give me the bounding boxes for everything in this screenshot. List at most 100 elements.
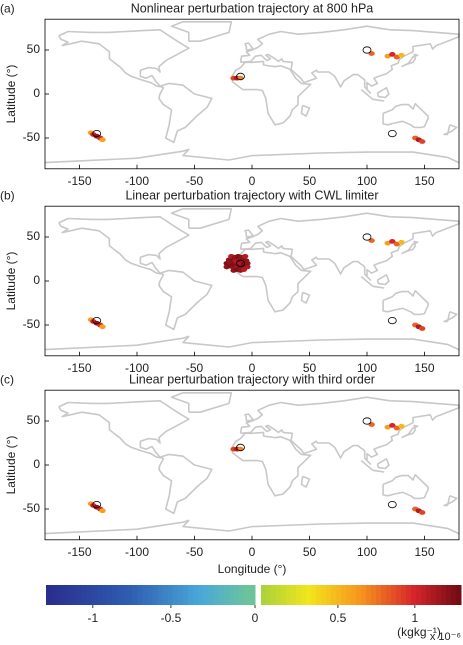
colorbar-swatch (208, 585, 214, 605)
panel-label: (c) (0, 372, 14, 386)
x-axis-label: Longitude (°) (218, 562, 287, 576)
colorbar-swatch (76, 585, 83, 605)
x-tick-label: 100 (357, 361, 377, 375)
colorbar-swatch (233, 585, 240, 605)
colorbar-swatch (336, 585, 342, 605)
y-axis-label: Latitude (°) (4, 252, 18, 311)
colorbar-swatch (456, 585, 462, 605)
y-tick-label: 0 (33, 457, 40, 471)
x-tick-label: 50 (303, 174, 317, 188)
release-point (387, 130, 397, 138)
colorbar-swatch (431, 585, 437, 605)
perturbation-cell (398, 239, 405, 245)
y-tick-label: -50 (23, 130, 41, 144)
colorbar-swatch (198, 585, 204, 605)
colorbar-swatch (356, 585, 362, 605)
colorbar-swatch (261, 585, 267, 605)
colorbar-swatch (301, 585, 307, 605)
colorbar-swatch (193, 585, 199, 605)
x-tick-label: 0 (249, 545, 256, 559)
x-tick-label: -50 (186, 361, 204, 375)
x-tick-label: -100 (125, 361, 149, 375)
y-tick-label: 50 (27, 413, 41, 427)
x-tick-label: -100 (125, 545, 149, 559)
colorbar-tick-label: 0.5 (330, 611, 347, 625)
x-tick-label: 0 (249, 174, 256, 188)
coastline (44, 21, 460, 164)
perturbation-cell (398, 423, 405, 429)
colorbar-swatch (436, 585, 442, 605)
x-tick-label: -50 (186, 174, 204, 188)
colorbar-swatch (351, 585, 357, 605)
colorbar-swatch (71, 585, 77, 605)
colorbar-swatch (376, 585, 382, 605)
colorbar-swatch (291, 585, 297, 605)
y-tick-label: 0 (33, 273, 40, 287)
colorbar-swatch (426, 585, 432, 605)
perturbation-cell (368, 238, 375, 243)
colorbar-swatch (106, 585, 113, 605)
colorbar-swatch (326, 585, 332, 605)
colorbar-swatch (311, 585, 317, 605)
colorbar-swatch (371, 585, 377, 605)
colorbar-swatch (203, 585, 209, 605)
y-tick-label: 0 (33, 86, 40, 100)
colorbar-swatch (271, 585, 277, 605)
colorbar-swatch (86, 585, 93, 605)
x-tick-label: 100 (357, 545, 377, 559)
colorbar-swatch (416, 585, 422, 605)
y-tick-label: 50 (27, 229, 41, 243)
colorbar-swatch (122, 585, 128, 605)
colorbar-swatch (152, 585, 159, 605)
colorbar-swatch (137, 585, 143, 605)
colorbar-tick-label: 0 (252, 611, 259, 625)
x-tick-label: -100 (125, 174, 149, 188)
panel-title: Linear perturbation trajectory with CWL … (125, 188, 378, 202)
colorbar-swatch (451, 585, 457, 605)
colorbar-swatch (406, 585, 412, 605)
colorbar-swatch (218, 585, 225, 605)
x-tick-label: -150 (67, 174, 91, 188)
colorbar-swatch (401, 585, 407, 605)
colorbar-swatch (346, 585, 352, 605)
x-tick-label: 50 (303, 361, 317, 375)
colorbar-swatch (167, 585, 174, 605)
y-tick-label: -50 (23, 317, 41, 331)
panel-label: (a) (0, 1, 15, 15)
colorbar-swatch (142, 585, 148, 605)
panel-label: (b) (0, 188, 15, 202)
colorbar-swatch (162, 585, 169, 605)
colorbar-swatch (228, 585, 235, 605)
colorbar-swatch (446, 585, 452, 605)
perturbation-cell (419, 139, 426, 144)
colorbar-swatch (177, 585, 184, 605)
release-point (92, 500, 102, 509)
colorbar-swatch (132, 585, 138, 605)
perturbation-cell (389, 423, 396, 428)
colorbar-swatch (296, 585, 302, 605)
release-point (387, 500, 397, 509)
coastline (44, 208, 460, 351)
x-tick-label: -150 (67, 361, 91, 375)
perturbation-cell (389, 52, 396, 57)
perturbation-cell (368, 422, 375, 427)
perturbation-cell (99, 508, 106, 514)
colorbar-swatch (223, 585, 230, 605)
axes-frame (44, 389, 460, 541)
colorbar-swatch (286, 585, 292, 605)
colorbar-swatch (66, 585, 72, 605)
release-point (362, 233, 372, 241)
release-point (236, 72, 245, 81)
y-tick-label: 50 (27, 42, 41, 56)
x-tick-label: 150 (414, 545, 434, 559)
x-tick-label: 100 (357, 174, 377, 188)
colorbar-swatch (366, 585, 372, 605)
x-tick-label: 150 (414, 174, 434, 188)
x-tick-label: 150 (414, 361, 434, 375)
release-point (362, 46, 372, 54)
colorbar-swatch (421, 585, 427, 605)
perturbation-cell (241, 253, 249, 259)
colorbar-swatch (411, 585, 417, 605)
release-point (236, 259, 245, 267)
